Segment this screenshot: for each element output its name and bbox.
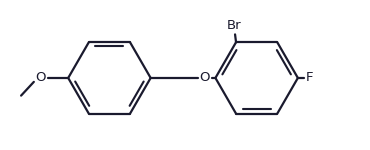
Text: Br: Br [227,20,241,32]
Text: F: F [306,71,313,84]
Text: O: O [36,71,46,84]
Text: O: O [199,71,210,84]
